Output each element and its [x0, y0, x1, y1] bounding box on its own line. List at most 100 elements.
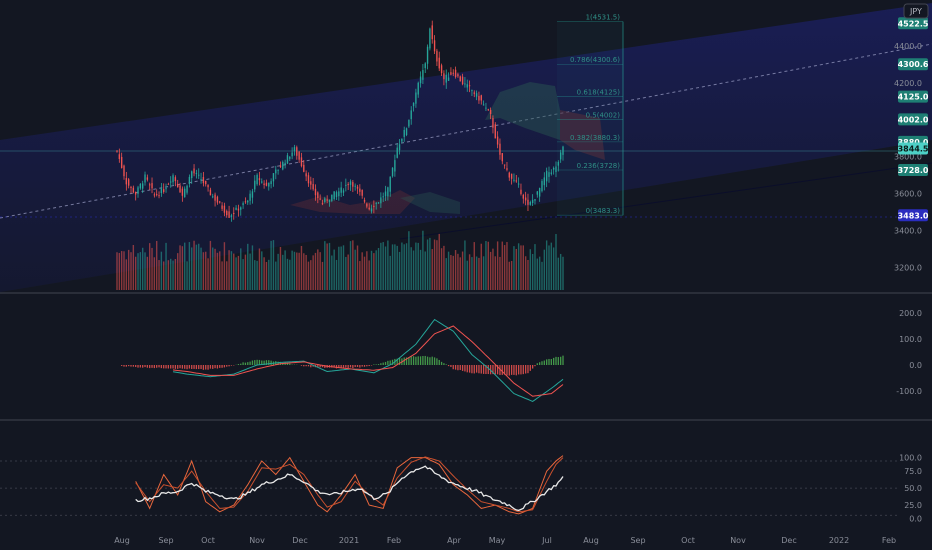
volume-bar[interactable] [317, 249, 319, 290]
volume-bar[interactable] [172, 260, 174, 290]
candle-body[interactable] [464, 83, 466, 85]
candle-body[interactable] [349, 181, 352, 185]
candle-body[interactable] [272, 173, 275, 182]
volume-bar[interactable] [482, 256, 485, 290]
candle-body[interactable] [389, 176, 391, 192]
volume-bar[interactable] [261, 251, 263, 290]
candle-body[interactable] [419, 76, 422, 84]
candle-body[interactable] [513, 179, 515, 181]
volume-bar[interactable] [170, 258, 172, 290]
candle-body[interactable] [503, 164, 506, 166]
volume-bar[interactable] [151, 247, 153, 290]
candle-body[interactable] [242, 203, 244, 206]
candle-body[interactable] [555, 166, 557, 173]
candle-body[interactable] [139, 183, 142, 189]
volume-bar[interactable] [205, 251, 207, 290]
candle-body[interactable] [265, 182, 268, 186]
candle-body[interactable] [380, 197, 382, 204]
candle-body[interactable] [557, 161, 560, 166]
candle-body[interactable] [284, 162, 286, 165]
candle-body[interactable] [179, 185, 181, 193]
candle-body[interactable] [228, 211, 230, 218]
volume-bar[interactable] [289, 259, 291, 290]
candle-body[interactable] [403, 130, 405, 137]
candle-body[interactable] [459, 76, 461, 82]
volume-bar[interactable] [200, 247, 202, 290]
volume-bar[interactable] [536, 258, 539, 290]
volume-bar[interactable] [223, 242, 226, 290]
candle-body[interactable] [223, 205, 226, 213]
candle-body[interactable] [510, 173, 513, 179]
volume-bar[interactable] [361, 252, 363, 290]
volume-bar[interactable] [191, 247, 193, 290]
candle-body[interactable] [429, 28, 431, 49]
candle-body[interactable] [237, 208, 240, 211]
volume-bar[interactable] [251, 245, 254, 290]
candle-body[interactable] [202, 177, 205, 184]
volume-bar[interactable] [296, 252, 298, 290]
volume-bar[interactable] [275, 261, 277, 290]
stoch-rsi-pane[interactable] [0, 455, 900, 516]
candle-body[interactable] [410, 110, 412, 120]
candle-body[interactable] [155, 194, 158, 196]
volume-bar[interactable] [349, 241, 352, 290]
candle-body[interactable] [221, 205, 223, 209]
volume-bar[interactable] [375, 250, 377, 290]
price-badge[interactable] [898, 90, 928, 103]
candle-body[interactable] [457, 74, 459, 77]
candle-body[interactable] [310, 181, 312, 185]
candle-body[interactable] [240, 207, 242, 210]
candle-body[interactable] [163, 189, 165, 193]
candle-body[interactable] [562, 146, 564, 155]
candle-body[interactable] [153, 194, 156, 196]
candle-body[interactable] [354, 185, 356, 187]
candle-body[interactable] [487, 109, 489, 111]
volume-bar[interactable] [265, 261, 268, 290]
volume-bar[interactable] [506, 242, 508, 290]
candle-body[interactable] [333, 191, 335, 200]
candle-body[interactable] [529, 201, 532, 205]
volume-bar[interactable] [277, 253, 279, 290]
volume-bar[interactable] [331, 255, 333, 290]
volume-bar[interactable] [328, 242, 331, 290]
volume-bar[interactable] [517, 243, 520, 290]
volume-bar[interactable] [188, 242, 191, 290]
volume-bar[interactable] [139, 252, 142, 290]
volume-bar[interactable] [258, 248, 261, 290]
candle-body[interactable] [494, 124, 496, 139]
volume-bar[interactable] [167, 260, 170, 290]
candle-body[interactable] [361, 190, 363, 196]
volume-bar[interactable] [120, 251, 123, 290]
volume-bar[interactable] [478, 257, 480, 290]
volume-bar[interactable] [137, 253, 139, 290]
candle-body[interactable] [207, 185, 209, 188]
candle-body[interactable] [431, 25, 433, 40]
volume-bar[interactable] [382, 242, 384, 290]
volume-bar[interactable] [324, 241, 326, 290]
candle-body[interactable] [130, 186, 132, 188]
volume-bar[interactable] [510, 260, 513, 290]
candle-body[interactable] [151, 183, 153, 189]
volume-bar[interactable] [408, 231, 410, 290]
candle-body[interactable] [471, 90, 473, 92]
volume-bar[interactable] [431, 249, 433, 290]
fib-retracement-box[interactable] [557, 21, 623, 216]
volume-bar[interactable] [468, 254, 471, 290]
volume-bar[interactable] [450, 255, 452, 290]
candle-body[interactable] [541, 181, 543, 192]
stoch-d-line[interactable] [135, 456, 564, 513]
candle-body[interactable] [405, 128, 408, 136]
candle-body[interactable] [177, 183, 179, 188]
candle-body[interactable] [326, 199, 328, 201]
candle-body[interactable] [251, 191, 254, 198]
candle-body[interactable] [307, 175, 310, 184]
candle-body[interactable] [438, 57, 440, 69]
candle-body[interactable] [300, 157, 303, 167]
volume-bar[interactable] [415, 242, 417, 290]
candle-body[interactable] [331, 194, 333, 201]
stoch-k-line[interactable] [135, 455, 564, 515]
volume-bar[interactable] [291, 250, 293, 290]
candle-body[interactable] [468, 85, 471, 87]
candle-body[interactable] [398, 144, 401, 151]
candle-body[interactable] [148, 184, 151, 186]
